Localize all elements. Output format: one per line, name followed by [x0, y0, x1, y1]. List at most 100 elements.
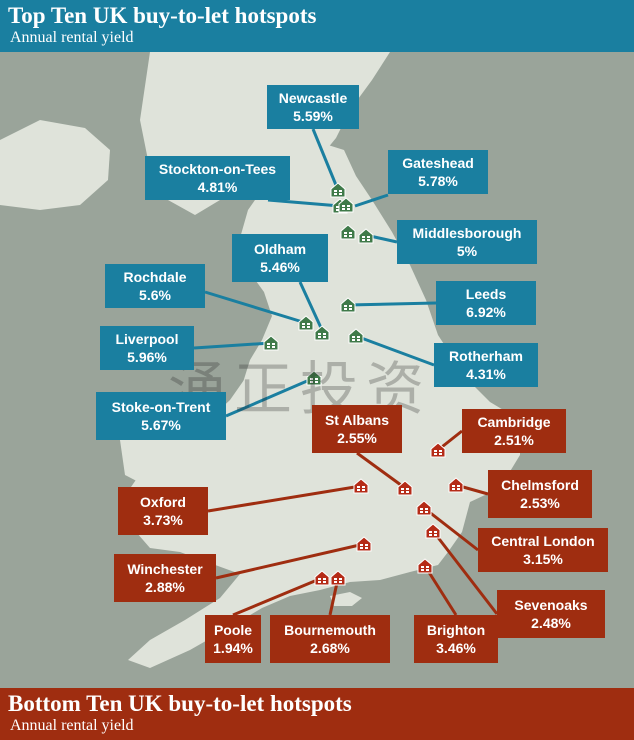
label-newcastle: Newcastle 5.59%: [267, 85, 359, 129]
rental-yield: 5.78%: [418, 173, 458, 189]
header-bar: Top Ten UK buy-to-let hotspots Annual re…: [0, 0, 634, 52]
rochdale-connector: [204, 290, 307, 325]
location-name: Cambridge: [477, 414, 551, 430]
label-winchester: Winchester 2.88%: [114, 554, 216, 602]
bournemouth-house-icon: [330, 570, 346, 586]
location-name: Bournemouth: [284, 622, 376, 638]
label-oxford: Oxford 3.73%: [118, 487, 208, 535]
rental-yield: 2.51%: [494, 432, 534, 448]
rental-yield: 4.31%: [466, 366, 506, 382]
rental-yield: 5.96%: [127, 349, 167, 365]
rotherham-house-icon: [348, 328, 364, 344]
label-rochdale: Rochdale 5.6%: [105, 264, 205, 308]
poole-connector: [232, 576, 323, 617]
rental-yield: 1.94%: [213, 640, 253, 656]
st-albans-connector: [356, 451, 406, 490]
rental-yield: 2.48%: [531, 615, 571, 631]
label-stoke-on-trent: Stoke-on-Trent 5.67%: [96, 392, 226, 440]
label-st-albans: St Albans 2.55%: [312, 405, 402, 453]
winchester-connector: [215, 542, 365, 580]
leeds-house-icon: [340, 297, 356, 313]
location-name: Sevenoaks: [514, 597, 588, 613]
label-cambridge: Cambridge 2.51%: [462, 409, 566, 453]
location-name: Central London: [491, 533, 595, 549]
rental-yield: 6.92%: [466, 304, 506, 320]
rental-yield: 2.88%: [145, 579, 185, 595]
rental-yield: 5.67%: [141, 417, 181, 433]
gateshead-connector: [354, 193, 389, 208]
stoke-on-trent-house-icon: [306, 370, 322, 386]
middlesborough-house-icon: [358, 228, 374, 244]
st-albans-house-icon: [397, 480, 413, 496]
oxford-house-icon: [353, 478, 369, 494]
rental-yield: 2.68%: [310, 640, 350, 656]
rental-yield: 5.59%: [293, 108, 333, 124]
footer-title: Bottom Ten UK buy-to-let hotspots: [8, 691, 352, 716]
brighton-connector: [423, 565, 458, 616]
liverpool-connector: [193, 341, 272, 350]
location-name: Stockton-on-Tees: [158, 161, 277, 177]
winchester-house-icon: [356, 536, 372, 552]
rental-yield: 5.6%: [139, 287, 171, 303]
rental-yield: 4.81%: [197, 179, 238, 195]
location-name: Winchester: [127, 561, 203, 577]
label-stockton-on-tees: Stockton-on-Tees 4.81%: [145, 156, 290, 200]
label-brighton: Brighton 3.46%: [414, 615, 498, 663]
footer-bar: Bottom Ten UK buy-to-let hotspots Annual…: [0, 688, 634, 740]
location-name: Chelmsford: [501, 477, 579, 493]
label-oldham: Oldham 5.46%: [232, 234, 328, 282]
northern-ireland-land: [0, 120, 110, 210]
middlesborough-house-icon: [340, 224, 356, 240]
label-bournemouth: Bournemouth 2.68%: [270, 615, 390, 663]
label-rotherham: Rotherham 4.31%: [434, 343, 538, 387]
location-name: Liverpool: [115, 331, 179, 347]
location-name: Stoke-on-Trent: [111, 399, 211, 415]
leeds-connector: [347, 301, 437, 307]
rental-yield: 2.53%: [520, 495, 560, 511]
label-gateshead: Gateshead 5.78%: [388, 150, 488, 194]
isle-of-wight-land: [330, 592, 362, 606]
location-name: Oxford: [140, 494, 186, 510]
location-name: Middlesborough: [412, 225, 522, 241]
rotherham-connector: [355, 334, 435, 367]
central-london-house-icon: [416, 500, 432, 516]
sevenoaks-house-icon: [425, 523, 441, 539]
house-markers: [263, 182, 464, 586]
label-poole: Poole 1.94%: [205, 615, 261, 663]
stockton-on-tees-connector: [267, 198, 341, 208]
label-sevenoaks: Sevenoaks 2.48%: [497, 590, 605, 638]
location-name: Poole: [213, 622, 253, 638]
brighton-house-icon: [417, 558, 433, 574]
rental-yield: 3.15%: [523, 551, 563, 567]
location-name: Leeds: [465, 286, 507, 302]
rochdale-house-icon: [298, 315, 314, 331]
rental-yield: 3.46%: [436, 640, 476, 656]
location-name: Brighton: [426, 622, 486, 638]
cambridge-house-icon: [430, 442, 446, 458]
newcastle-connector: [311, 128, 340, 191]
oxford-connector: [207, 484, 362, 513]
label-leeds: Leeds 6.92%: [436, 281, 536, 325]
location-name: Rochdale: [123, 269, 187, 285]
header-subtitle: Annual rental yield: [10, 29, 134, 46]
liverpool-house-icon: [263, 335, 279, 351]
rental-yield: 5.46%: [260, 259, 300, 275]
connector-lines: [193, 128, 499, 617]
central-london-connector: [423, 506, 479, 552]
location-name: St Albans: [324, 412, 390, 428]
sevenoaks-connector: [431, 530, 499, 615]
location-name: Rotherham: [449, 348, 523, 364]
location-name: Gateshead: [402, 155, 474, 171]
newcastle-house-icon: [330, 182, 346, 198]
middlesborough-connector: [369, 234, 398, 244]
label-chelmsford: Chelmsford 2.53%: [488, 470, 592, 518]
chelmsford-house-icon: [448, 477, 464, 493]
gateshead-house-icon: [338, 197, 354, 213]
rental-yield: 3.73%: [143, 512, 183, 528]
header-title: Top Ten UK buy-to-let hotspots: [8, 3, 317, 28]
location-name: Newcastle: [278, 90, 348, 106]
oldham-house-icon: [314, 325, 330, 341]
stoke-on-trent-connector: [225, 376, 315, 418]
rental-yield: 5%: [456, 243, 478, 259]
